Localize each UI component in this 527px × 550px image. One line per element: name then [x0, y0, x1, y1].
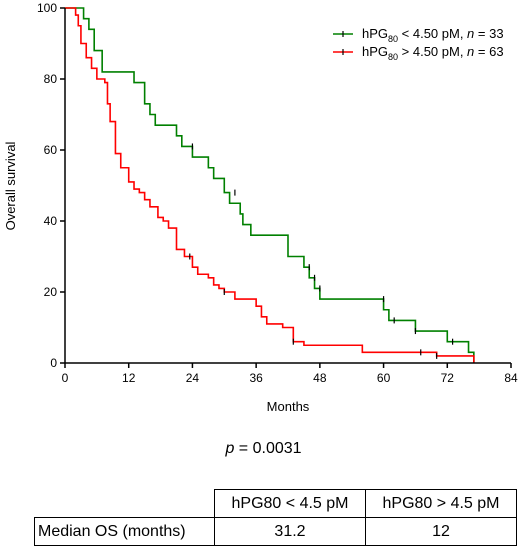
y-tick-label: 60: [44, 143, 58, 157]
y-tick-label: 80: [44, 72, 58, 86]
km-chart: 0 12 24 36 48 60 72 84 0 20 40 60 80 100 hPG80 < 4.50…: [3, 1, 518, 414]
x-tick-label: 60: [377, 371, 391, 385]
table-row: Median OS (months) 31.2 12: [34, 517, 517, 546]
table-row-label: Median OS (months): [34, 517, 215, 546]
legend-label: hPG80 > 4.50 pM, n = 63: [362, 44, 504, 62]
x-tick-label: 48: [313, 371, 327, 385]
p-value-text: = 0.0031: [234, 440, 302, 457]
y-tick-label: 100: [37, 1, 57, 15]
y-tick-label: 20: [44, 285, 58, 299]
table-header-cell: hPG80 > 4.5 pM: [365, 489, 517, 518]
legend-label: hPG80 < 4.50 pM, n = 33: [362, 26, 504, 44]
median-os-table: hPG80 < 4.5 pM hPG80 > 4.5 pM Median OS …: [34, 489, 517, 546]
x-tick-label: 84: [504, 371, 518, 385]
plot-lines: [65, 7, 475, 363]
table-header-row: hPG80 < 4.5 pM hPG80 > 4.5 pM: [35, 489, 517, 518]
x-tick-label: 12: [122, 371, 136, 385]
series-line-1: [65, 7, 475, 363]
x-tick-label: 0: [62, 371, 69, 385]
table-header-cell: hPG80 < 4.5 pM: [214, 489, 366, 518]
y-tick-label: 40: [44, 214, 58, 228]
x-tick-label: 36: [249, 371, 263, 385]
p-symbol: p: [225, 440, 235, 457]
x-axis-label: Months: [267, 399, 310, 414]
x-tick-label: 24: [186, 371, 200, 385]
y-axis-label: Overall survival: [3, 141, 18, 230]
p-value: p = 0.0031: [0, 440, 527, 458]
table-cell: 12: [365, 517, 517, 546]
table-header-cell: [35, 490, 215, 518]
x-tick-label: 72: [441, 371, 455, 385]
axes: 0 12 24 36 48 60 72 84 0 20 40 60 80 100: [37, 1, 518, 385]
table-cell: 31.2: [214, 517, 366, 546]
y-tick-label: 0: [50, 356, 57, 370]
series-line-2: [65, 7, 475, 363]
